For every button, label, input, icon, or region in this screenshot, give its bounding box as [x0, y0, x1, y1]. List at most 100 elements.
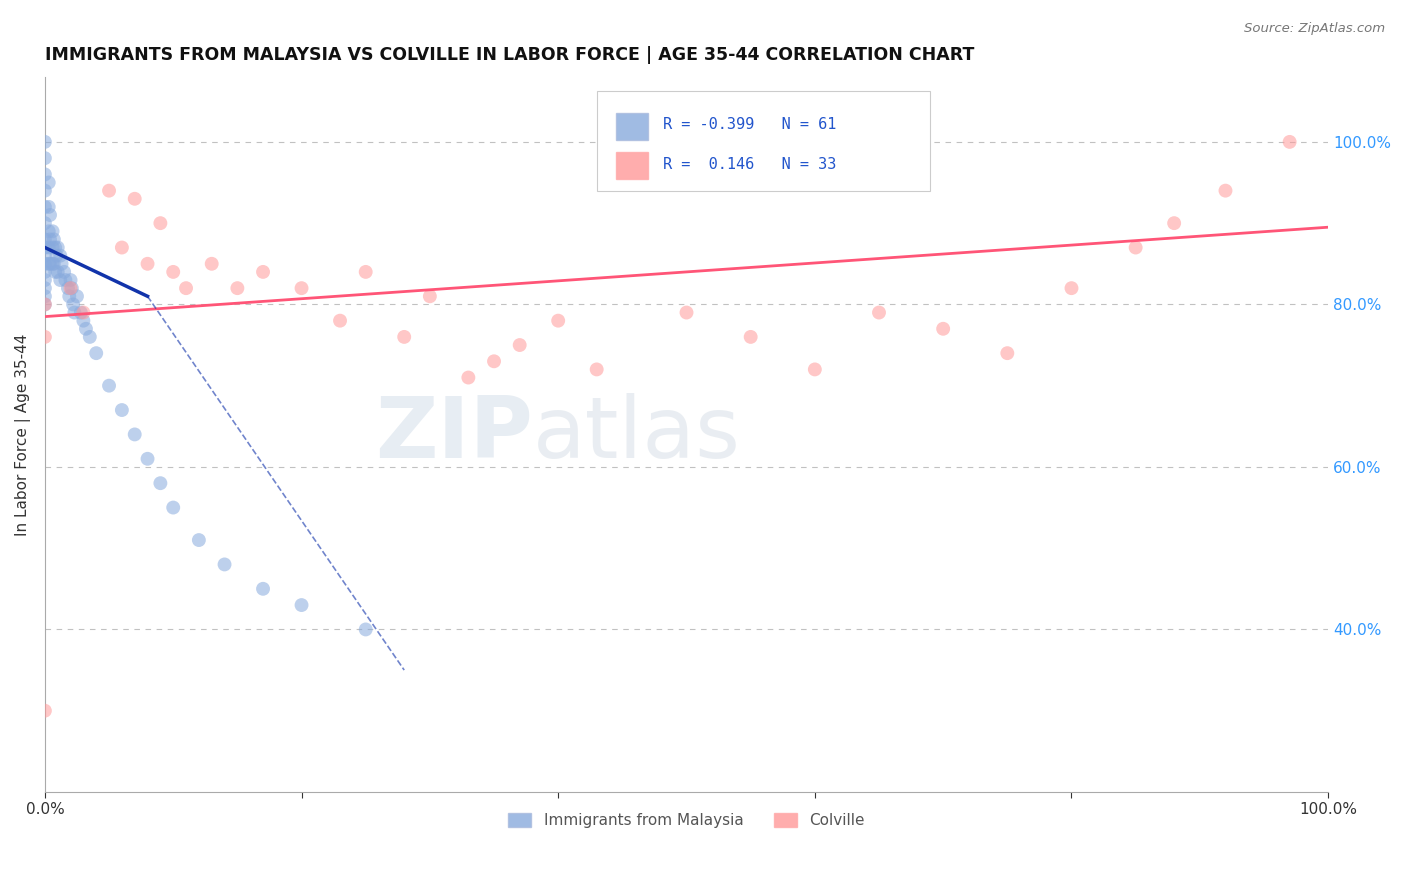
Point [226, 281, 249, 295]
Point [34, 168, 56, 182]
Text: ZIP: ZIP [375, 392, 533, 476]
Point [34, 297, 56, 311]
Point [419, 289, 441, 303]
Point [46, 240, 69, 254]
FancyBboxPatch shape [596, 91, 931, 191]
Point [38, 240, 60, 254]
Point [45, 249, 67, 263]
Point [34, 200, 56, 214]
Point [34, 249, 56, 263]
Point [44, 240, 66, 254]
Point [46, 265, 69, 279]
Point [354, 623, 377, 637]
Text: IMMIGRANTS FROM MALAYSIA VS COLVILLE IN LABOR FORCE | AGE 35-44 CORRELATION CHAR: IMMIGRANTS FROM MALAYSIA VS COLVILLE IN … [45, 46, 974, 64]
Point [740, 330, 762, 344]
Point [41, 240, 63, 254]
Point [392, 330, 415, 344]
Point [98, 378, 121, 392]
Point [72, 305, 94, 319]
Point [59, 273, 82, 287]
Point [75, 322, 97, 336]
Point [482, 354, 505, 368]
Point [585, 362, 607, 376]
Point [34, 151, 56, 165]
Point [932, 322, 955, 336]
Point [201, 257, 224, 271]
Point [34, 289, 56, 303]
Text: atlas: atlas [533, 392, 741, 476]
Legend: Immigrants from Malaysia, Colville: Immigrants from Malaysia, Colville [502, 807, 870, 834]
Point [49, 273, 72, 287]
Point [124, 427, 146, 442]
Point [174, 281, 197, 295]
Point [252, 265, 274, 279]
Point [34, 232, 56, 246]
Point [41, 257, 63, 271]
Point [149, 476, 172, 491]
Point [34, 240, 56, 254]
Point [34, 704, 56, 718]
Point [34, 257, 56, 271]
Point [675, 305, 697, 319]
Point [42, 232, 65, 246]
Point [34, 184, 56, 198]
Point [868, 305, 890, 319]
Point [39, 232, 62, 246]
Point [51, 257, 73, 271]
Bar [616, 112, 648, 140]
Point [39, 208, 62, 222]
Point [84, 346, 107, 360]
Point [38, 257, 60, 271]
Point [34, 135, 56, 149]
Point [38, 176, 60, 190]
Text: Source: ZipAtlas.com: Source: ZipAtlas.com [1244, 22, 1385, 36]
Point [63, 305, 86, 319]
Point [214, 558, 236, 572]
Point [55, 273, 77, 287]
Point [547, 313, 569, 327]
Point [38, 224, 60, 238]
Point [149, 216, 172, 230]
Point [111, 240, 134, 254]
Point [252, 582, 274, 596]
Point [111, 403, 134, 417]
Point [509, 338, 531, 352]
Bar [616, 152, 648, 179]
Point [1060, 281, 1083, 295]
Point [59, 281, 82, 295]
Point [56, 281, 79, 295]
Point [354, 265, 377, 279]
Point [34, 216, 56, 230]
Point [39, 257, 62, 271]
Point [290, 598, 312, 612]
Point [162, 500, 184, 515]
Point [162, 265, 184, 279]
Point [34, 281, 56, 295]
Point [69, 305, 91, 319]
Point [457, 370, 479, 384]
Point [34, 265, 56, 279]
Text: R =  0.146   N = 33: R = 0.146 N = 33 [664, 157, 837, 171]
Point [34, 330, 56, 344]
Point [1125, 240, 1147, 254]
Point [58, 289, 80, 303]
Point [1163, 216, 1185, 230]
Point [124, 192, 146, 206]
Point [38, 200, 60, 214]
Point [44, 265, 66, 279]
Point [1215, 184, 1237, 198]
Point [72, 313, 94, 327]
Point [62, 297, 84, 311]
Point [34, 273, 56, 287]
Point [1278, 135, 1301, 149]
Text: R = -0.399   N = 61: R = -0.399 N = 61 [664, 118, 837, 132]
Point [41, 224, 63, 238]
Point [42, 257, 65, 271]
Point [66, 289, 89, 303]
Point [79, 330, 101, 344]
Point [53, 265, 76, 279]
Point [804, 362, 827, 376]
Point [290, 281, 312, 295]
Point [60, 281, 83, 295]
Point [136, 257, 159, 271]
